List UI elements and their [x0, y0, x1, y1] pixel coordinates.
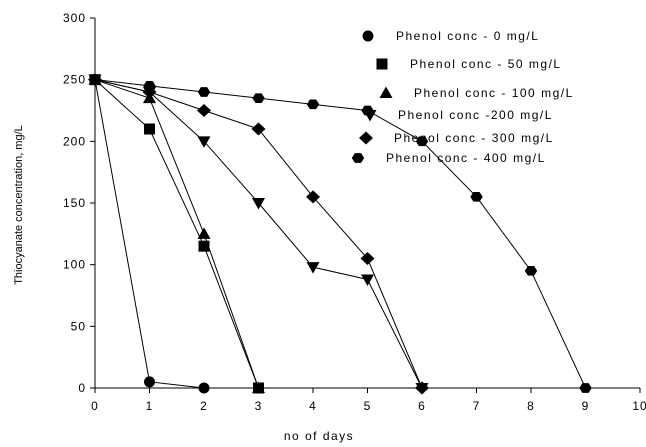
data-point-series-6 [306, 99, 320, 110]
data-point-series-4 [197, 136, 211, 148]
legend-marker-3 [379, 86, 393, 98]
y-axis-ticks: 0 50 100 150 200 250 300 [63, 11, 95, 395]
series-line-2 [94, 79, 259, 389]
legend-label-1: Phenol conc - 0 mg/L [396, 29, 539, 43]
data-point-series-3 [252, 381, 265, 393]
legend-label-5: Phenol conc - 300 mg/L [394, 131, 554, 145]
y-axis-label: Thiocyanate concentration, mg/L [13, 125, 25, 285]
series-line-3 [94, 79, 259, 389]
y-tick-label: 100 [63, 258, 86, 272]
y-tick-label: 50 [71, 319, 86, 333]
data-point-series-2 [144, 123, 155, 135]
legend-label-2: Phenol conc - 50 mg/L [410, 57, 562, 71]
legend: Phenol conc - 0 mg/L Phenol conc - 50 mg/… [351, 29, 574, 165]
x-tick-label: 10 [632, 399, 646, 413]
y-tick-label: 0 [78, 381, 86, 395]
legend-marker-1 [362, 30, 374, 42]
legend-label-6: Phenol conc - 400 mg/L [386, 151, 546, 165]
legend-marker-2 [376, 58, 388, 70]
legend-label-4: Phenol conc -200 mg/L [398, 108, 553, 122]
legend-label-3: Phenol conc - 100 mg/L [414, 86, 574, 100]
data-point-series-6 [579, 383, 592, 393]
data-point-series-5 [306, 190, 320, 204]
legend-marker-6 [351, 153, 365, 163]
x-axis-ticks: 0 1 2 3 4 5 6 7 8 9 10 [91, 388, 646, 413]
data-point-series-5 [360, 252, 375, 265]
x-tick-label: 5 [364, 399, 372, 413]
data-point-series-3 [197, 227, 211, 239]
data-point-series-4 [361, 274, 374, 286]
data-point-series-5 [415, 381, 429, 395]
y-tick-label: 250 [63, 73, 86, 87]
series-lines [94, 79, 586, 389]
data-point-series-6 [88, 74, 102, 85]
y-tick-label: 150 [63, 196, 86, 210]
data-point-series-6 [197, 87, 211, 97]
x-tick-label: 6 [418, 399, 426, 413]
series-line-6 [94, 79, 586, 389]
data-point-series-4 [306, 262, 320, 274]
x-tick-label: 3 [255, 399, 263, 413]
data-point-series-1 [144, 376, 155, 388]
data-point-series-6 [252, 93, 265, 104]
data-point-series-4 [252, 198, 265, 210]
x-tick-label: 9 [582, 399, 590, 413]
data-point-series-6 [415, 136, 429, 147]
y-tick-label: 200 [63, 134, 86, 148]
series-markers [88, 73, 592, 395]
data-point-series-2 [198, 240, 210, 252]
data-point-series-6 [470, 191, 483, 202]
x-tick-label: 8 [527, 399, 535, 413]
x-axis-label: no of days [284, 429, 354, 443]
x-tick-label: 1 [146, 399, 154, 413]
x-tick-label: 4 [309, 399, 317, 413]
x-tick-label: 0 [91, 399, 99, 413]
data-point-series-6 [143, 80, 156, 91]
legend-marker-5 [359, 131, 373, 145]
data-point-series-1 [198, 382, 210, 394]
data-point-series-5 [197, 104, 211, 117]
axes [94, 18, 640, 389]
x-tick-label: 7 [473, 399, 481, 413]
x-tick-label: 2 [200, 399, 208, 413]
legend-marker-4 [363, 110, 377, 122]
data-point-series-5 [251, 122, 266, 136]
y-tick-label: 300 [63, 11, 86, 25]
data-point-series-6 [524, 265, 538, 276]
